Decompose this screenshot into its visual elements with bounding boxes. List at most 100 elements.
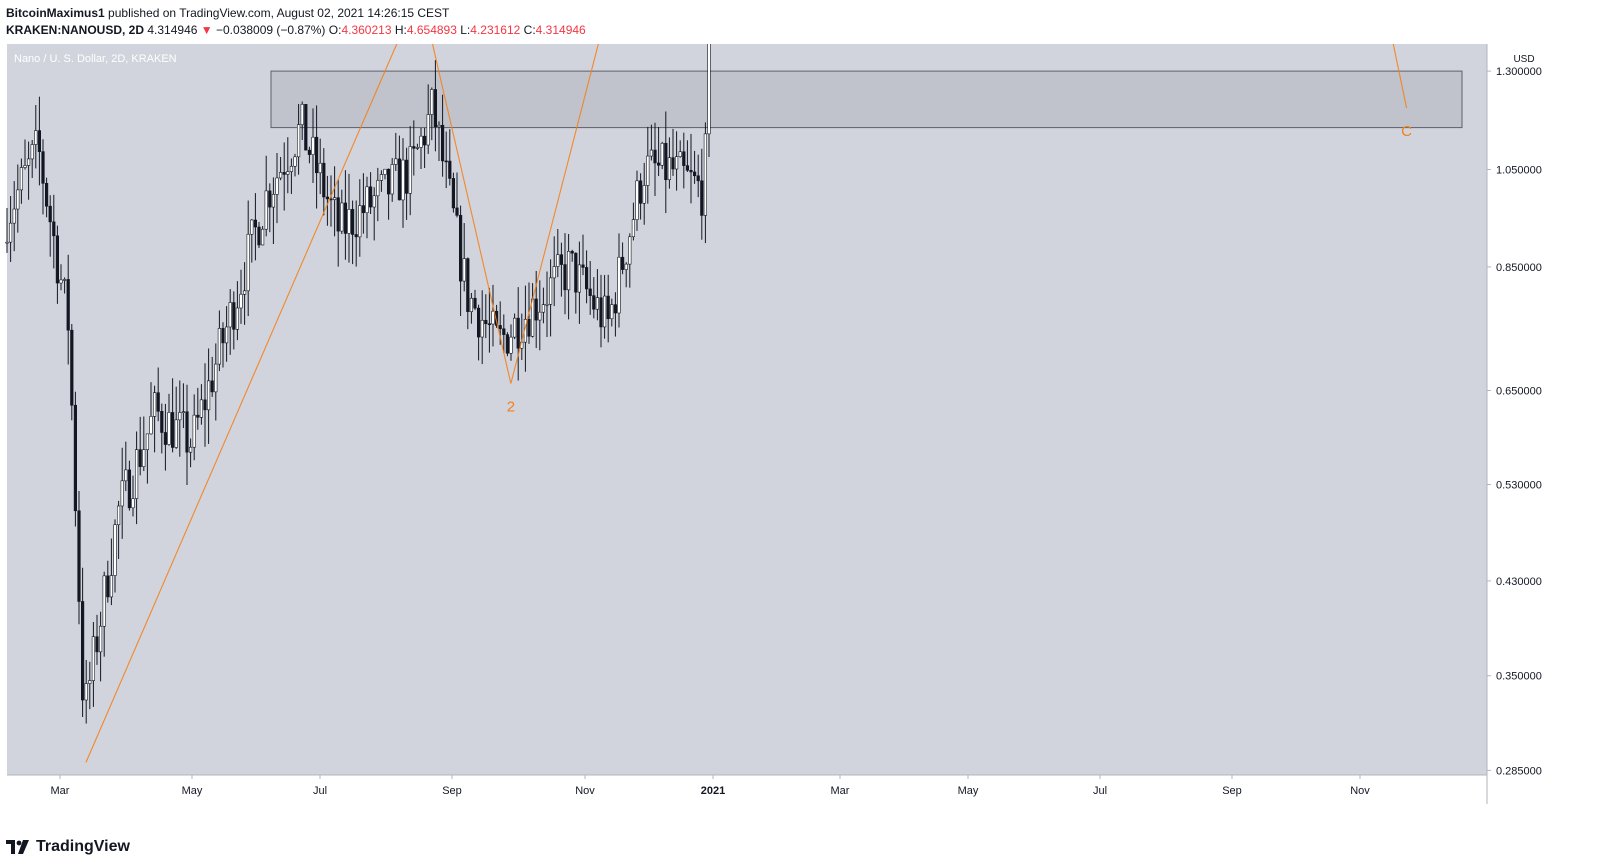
candle-body	[153, 392, 157, 417]
candle-body	[264, 190, 268, 230]
candle-body	[426, 114, 430, 146]
candle-body	[707, 0, 711, 135]
candle-body	[235, 307, 240, 330]
candle-body	[199, 399, 204, 418]
candle-body	[189, 446, 193, 453]
support-zone	[270, 70, 1463, 129]
x-tick-label-10: Nov	[1350, 785, 1370, 797]
candle-body	[606, 295, 610, 320]
candle-body	[178, 412, 182, 421]
candle-body	[282, 172, 286, 175]
candle-body	[620, 256, 625, 270]
x-tick-label-1: May	[182, 785, 203, 797]
close-value: 4.314946	[535, 23, 586, 37]
candle-body	[185, 411, 189, 453]
candle-body	[437, 124, 441, 128]
candle-body	[260, 228, 265, 246]
candle-body	[401, 159, 405, 201]
candle-body	[163, 432, 168, 445]
candle-body	[167, 412, 171, 445]
tradingview-footer[interactable]: TradingView	[6, 838, 130, 856]
candle-body	[440, 124, 445, 162]
candle-body	[635, 180, 639, 220]
y-tick-label-15: 0.850000	[1496, 262, 1542, 274]
candle-body	[120, 480, 124, 507]
publisher-name[interactable]: BitcoinMaximus1	[6, 6, 105, 20]
candle-body	[415, 147, 420, 149]
candle-body	[48, 205, 52, 223]
candle-body	[462, 258, 466, 282]
candle-body	[135, 449, 139, 499]
tradingview-logo-icon	[6, 840, 29, 854]
candle-body	[656, 162, 661, 166]
candle-body	[610, 304, 614, 320]
candle-body	[181, 411, 186, 414]
candle-body	[624, 263, 628, 270]
plot-area	[7, 44, 1487, 775]
candle-body	[559, 254, 563, 265]
candle-body	[548, 277, 553, 305]
wave-label-2: 2	[507, 398, 515, 415]
open-value: 4.360213	[341, 23, 392, 37]
candle-body	[340, 202, 344, 232]
candle-body	[62, 279, 67, 281]
candle-body	[322, 162, 326, 198]
candle-body	[250, 219, 254, 235]
candle-body	[268, 190, 272, 208]
close-label: C:	[523, 23, 536, 37]
high-value: 4.654893	[406, 23, 457, 37]
candle-body	[196, 414, 200, 418]
candle-body	[509, 336, 513, 354]
published-text: published on TradingView.com, August 02,…	[108, 6, 450, 20]
candle-body	[307, 149, 312, 155]
candle-body	[376, 180, 380, 197]
low-label: L:	[460, 23, 471, 37]
candle-body	[577, 264, 581, 293]
candle-body	[527, 319, 531, 337]
candle-body	[516, 317, 520, 349]
candle-body	[674, 156, 679, 170]
candle-body	[30, 144, 34, 160]
candle-body	[325, 196, 330, 200]
candle-body	[646, 155, 650, 186]
symbol-label[interactable]: KRAKEN:NANOUSD, 2D	[6, 23, 145, 37]
candle-body	[149, 416, 153, 435]
candle-body	[73, 404, 77, 512]
candle-body	[545, 303, 549, 306]
wave-label-C: C	[1401, 123, 1412, 140]
candle-body	[318, 162, 322, 174]
candle-body	[538, 311, 542, 321]
candle-body	[390, 164, 394, 195]
candle-body	[563, 264, 567, 291]
candle-body	[311, 136, 315, 155]
candle-body	[145, 433, 150, 451]
chart-title: Nano / U. S. Dollar, 2D, KRAKEN	[14, 53, 177, 65]
high-label: H:	[394, 23, 407, 37]
candle-body	[293, 156, 297, 167]
candle-body	[678, 151, 682, 158]
y-tick-label-19: 0.350000	[1496, 671, 1542, 683]
ohlc-legend: KRAKEN:NANOUSD, 2D 4.314946 ▼ −0.038009 …	[6, 23, 586, 37]
candle-body	[466, 258, 470, 312]
candle-body	[433, 89, 438, 128]
candle-body	[332, 197, 337, 200]
candle-body	[372, 195, 376, 208]
candle-body	[552, 266, 556, 279]
candle-body	[102, 575, 106, 627]
candle-body	[505, 334, 510, 354]
candle-body	[142, 449, 146, 467]
candle-body	[5, 241, 9, 244]
candle-body	[484, 319, 488, 325]
wave-path	[85, 0, 1408, 763]
candle-body	[156, 392, 160, 412]
candle-body	[592, 295, 596, 310]
candle-body	[574, 252, 578, 293]
candle-body	[419, 135, 423, 148]
candle-body	[653, 149, 657, 164]
candle-body	[660, 142, 664, 166]
candle-body	[541, 304, 545, 313]
candle-body	[286, 171, 290, 175]
candle-body	[300, 104, 304, 125]
